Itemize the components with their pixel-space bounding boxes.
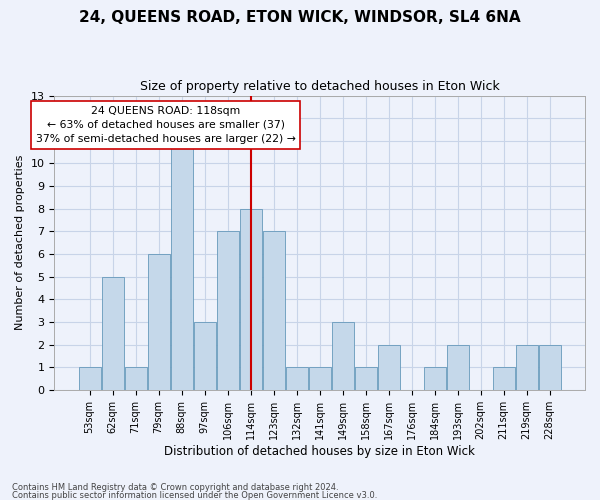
Bar bbox=[217, 232, 239, 390]
X-axis label: Distribution of detached houses by size in Eton Wick: Distribution of detached houses by size … bbox=[164, 444, 475, 458]
Bar bbox=[424, 367, 446, 390]
Bar bbox=[263, 232, 285, 390]
Bar bbox=[355, 367, 377, 390]
Bar bbox=[515, 344, 538, 390]
Text: Contains public sector information licensed under the Open Government Licence v3: Contains public sector information licen… bbox=[12, 490, 377, 500]
Bar bbox=[446, 344, 469, 390]
Bar bbox=[148, 254, 170, 390]
Bar bbox=[377, 344, 400, 390]
Bar bbox=[539, 344, 561, 390]
Text: 24 QUEENS ROAD: 118sqm
← 63% of detached houses are smaller (37)
37% of semi-det: 24 QUEENS ROAD: 118sqm ← 63% of detached… bbox=[35, 106, 296, 144]
Bar bbox=[239, 208, 262, 390]
Bar bbox=[286, 367, 308, 390]
Bar bbox=[194, 322, 216, 390]
Bar bbox=[332, 322, 354, 390]
Text: 24, QUEENS ROAD, ETON WICK, WINDSOR, SL4 6NA: 24, QUEENS ROAD, ETON WICK, WINDSOR, SL4… bbox=[79, 10, 521, 25]
Bar bbox=[79, 367, 101, 390]
Bar bbox=[493, 367, 515, 390]
Bar bbox=[170, 141, 193, 390]
Bar bbox=[308, 367, 331, 390]
Bar bbox=[125, 367, 147, 390]
Text: Contains HM Land Registry data © Crown copyright and database right 2024.: Contains HM Land Registry data © Crown c… bbox=[12, 484, 338, 492]
Bar bbox=[101, 276, 124, 390]
Y-axis label: Number of detached properties: Number of detached properties bbox=[15, 155, 25, 330]
Title: Size of property relative to detached houses in Eton Wick: Size of property relative to detached ho… bbox=[140, 80, 500, 93]
